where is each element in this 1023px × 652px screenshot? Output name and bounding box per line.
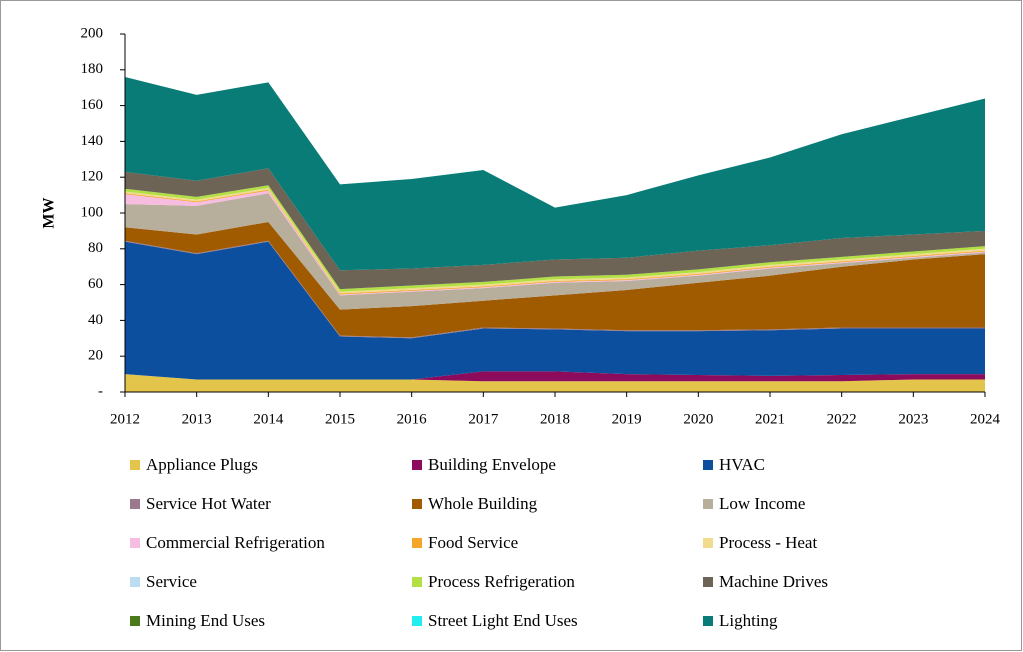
x-tick-label: 2016	[397, 411, 428, 427]
legend-swatch	[130, 616, 140, 626]
y-tick-label: -	[98, 383, 103, 399]
area	[125, 168, 985, 290]
y-axis-label: MW	[41, 197, 58, 228]
area	[125, 241, 985, 380]
area	[125, 374, 985, 392]
legend-label: Service Hot Water	[146, 494, 271, 513]
legend-label: Building Envelope	[428, 455, 556, 474]
x-tick-label: 2024	[970, 411, 1001, 427]
legend-label: Appliance Plugs	[146, 455, 258, 474]
y-tick-label: 100	[81, 204, 104, 220]
legend-label: Whole Building	[428, 494, 538, 513]
x-tick-label: 2018	[540, 411, 570, 427]
y-tick-label: 60	[88, 276, 103, 292]
legend-swatch	[412, 460, 422, 470]
y-tick-label: 40	[88, 312, 103, 328]
y-tick-label: 80	[88, 240, 103, 256]
area	[125, 371, 985, 382]
area	[125, 76, 985, 271]
legend-label: Lighting	[719, 611, 778, 630]
y-tick-label: 20	[88, 348, 103, 364]
legend-swatch	[130, 460, 140, 470]
area	[125, 187, 985, 294]
legend-label: Mining End Uses	[146, 611, 265, 630]
x-tick-label: 2023	[898, 411, 928, 427]
legend-swatch	[703, 538, 713, 548]
legend-swatch	[130, 538, 140, 548]
legend-label: Service	[146, 572, 197, 591]
legend-label: Commercial Refrigeration	[146, 533, 325, 552]
legend-label: Process Refrigeration	[428, 572, 575, 591]
legend-label: Process - Heat	[719, 533, 817, 552]
legend-label: Machine Drives	[719, 572, 828, 591]
x-tick-label: 2012	[110, 411, 140, 427]
x-tick-label: 2019	[612, 411, 642, 427]
legend-swatch	[412, 499, 422, 509]
legend-swatch	[703, 616, 713, 626]
x-tick-label: 2014	[253, 411, 284, 427]
y-tick-label: 180	[81, 61, 104, 77]
legend-swatch	[130, 577, 140, 587]
x-tick-label: 2020	[683, 411, 713, 427]
legend-swatch	[412, 538, 422, 548]
legend-swatch	[703, 460, 713, 470]
legend-label: Street Light End Uses	[428, 611, 578, 630]
area	[125, 190, 985, 296]
y-tick-label: 200	[81, 25, 104, 41]
legend-swatch	[703, 577, 713, 587]
legend-swatch	[412, 616, 422, 626]
area	[125, 221, 985, 338]
area	[125, 185, 985, 292]
legend-label: Low Income	[719, 494, 805, 513]
legend-swatch	[130, 499, 140, 509]
legend-label: Food Service	[428, 533, 518, 552]
area	[125, 193, 985, 310]
legend-swatch	[703, 499, 713, 509]
x-tick-label: 2013	[182, 411, 212, 427]
y-tick-label: 120	[81, 169, 104, 185]
legend-swatch	[412, 577, 422, 587]
x-tick-label: 2017	[468, 411, 499, 427]
x-tick-label: 2015	[325, 411, 355, 427]
legend-label: HVAC	[719, 455, 765, 474]
x-tick-label: 2022	[827, 411, 857, 427]
y-tick-label: 140	[81, 133, 104, 149]
x-tick-label: 2021	[755, 411, 785, 427]
y-tick-label: 160	[81, 97, 104, 113]
